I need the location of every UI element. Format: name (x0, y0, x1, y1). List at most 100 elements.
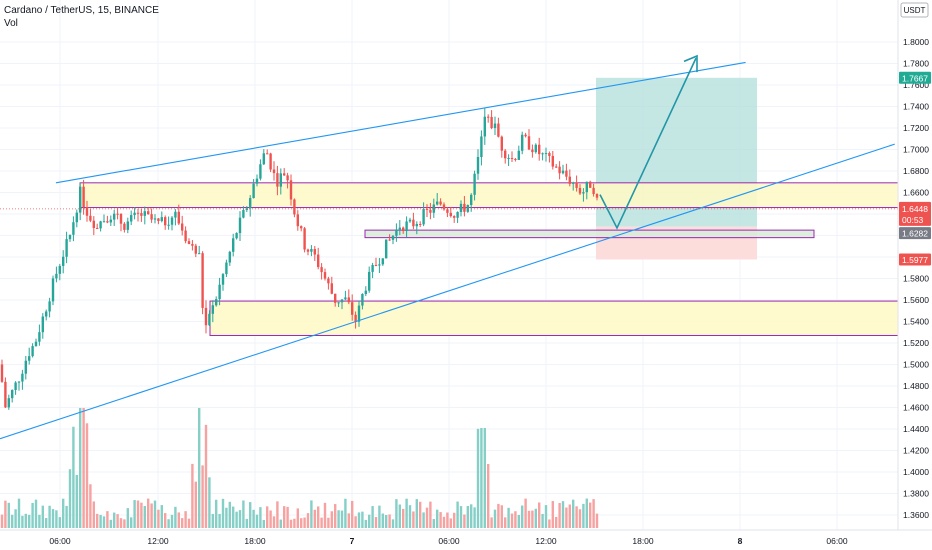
volume-bar (68, 469, 72, 528)
time-tick: 18:00 (244, 536, 266, 546)
currency-badge (900, 2, 929, 18)
trend-drawings[interactable] (0, 54, 898, 440)
price-tick: 1.7800 (903, 59, 929, 69)
candle-body (38, 332, 41, 342)
volume-bar (565, 507, 568, 528)
volume-bar (510, 513, 514, 528)
volume-bar (238, 510, 242, 528)
candle-body (487, 116, 490, 118)
candle-body (140, 213, 143, 216)
candle-body (24, 360, 27, 374)
volume-bar (357, 512, 361, 528)
candle-body (221, 274, 225, 285)
candle-body (45, 311, 48, 317)
volume-bar (527, 510, 531, 528)
symbol-title[interactable]: Cardano / TetherUS, 15, BINANCE (4, 5, 159, 16)
candle-body (211, 305, 214, 314)
candle-body (208, 313, 211, 326)
volume-bar (538, 502, 541, 528)
time-tick: 06:00 (826, 536, 848, 546)
volume-bar (354, 516, 357, 528)
volume-bar (453, 512, 456, 528)
volume-bar (425, 507, 429, 528)
candle-body (123, 223, 126, 230)
candle-body (89, 215, 92, 221)
volume-bar (473, 507, 476, 528)
volume-bar (330, 511, 333, 528)
volume-bar (79, 408, 82, 528)
candle-body (99, 221, 102, 229)
candle-body (167, 224, 170, 226)
target-price-badge: 1.7667 (902, 73, 928, 83)
price-tick: 1.6800 (903, 166, 929, 176)
candle-body (147, 211, 150, 215)
candle-body (21, 373, 24, 382)
candle-body (85, 207, 89, 216)
price-tick: 1.5000 (903, 360, 929, 370)
candle-body (551, 155, 554, 167)
volume-bar (34, 499, 38, 528)
candle-body (449, 212, 452, 217)
candle-body (531, 149, 534, 153)
projection-arrow (599, 57, 697, 230)
volume-bar (167, 519, 170, 528)
candle-body (476, 157, 480, 174)
candle-body (170, 217, 174, 225)
volume-bar (109, 519, 112, 528)
candle-body (177, 211, 180, 224)
candle-body (436, 201, 439, 205)
candle-body (582, 192, 585, 194)
candle-body (174, 211, 177, 218)
volume-bar (483, 428, 486, 528)
price-tick: 1.8000 (903, 37, 929, 47)
volume-bar (82, 408, 85, 528)
candle-body (497, 123, 500, 137)
candle-body (72, 222, 75, 235)
support-resistance-zones[interactable] (79, 77, 899, 336)
volume-bar (568, 504, 571, 528)
volume-bar (215, 499, 218, 528)
volume-bar (99, 514, 102, 528)
volume-bar (221, 498, 225, 528)
candle-body (296, 214, 299, 227)
volume-bar (150, 503, 153, 528)
volume-bar (572, 499, 575, 528)
candle-body (429, 209, 432, 213)
volume-bar (575, 506, 578, 528)
volume-bar (534, 508, 537, 528)
candle-body (28, 356, 31, 361)
trendline (55, 61, 746, 184)
volume-bar (449, 518, 452, 528)
volume-bar (306, 513, 310, 528)
candle-body (470, 194, 473, 206)
volume-bar (504, 517, 507, 528)
candle-body (337, 302, 340, 304)
volume-bar (289, 519, 293, 528)
volume-bar (38, 514, 41, 528)
candle-body (361, 294, 364, 306)
volume-bar (429, 501, 432, 528)
candle-body (48, 301, 51, 312)
volume-bar (259, 507, 262, 528)
candle-body (317, 254, 320, 268)
volume-bar (585, 498, 588, 528)
price-axis[interactable]: USDT 1.8000 1.7800 1.7600 1.7400 1.7200 1.7000… (897, 0, 931, 530)
volume-bar (558, 503, 561, 528)
candle-body (191, 243, 194, 246)
zone-box (209, 300, 899, 336)
candle-body (439, 201, 442, 205)
candle-body (493, 123, 497, 129)
volume-bar (521, 505, 524, 528)
candle-body (276, 173, 279, 187)
candle-body (269, 153, 272, 170)
time-axis[interactable]: 06:00 12:00 18:00 7 06:00 12:00 18:00 8 06:00 (0, 529, 932, 546)
volume-bar (385, 515, 388, 528)
volume-bar (514, 511, 517, 528)
volume-bar (85, 423, 89, 528)
volume-bar (493, 509, 497, 528)
candle-body (65, 239, 68, 257)
volume-indicator-label[interactable]: Vol (4, 18, 18, 29)
candle-body (565, 170, 568, 177)
volume-bar (405, 498, 408, 528)
